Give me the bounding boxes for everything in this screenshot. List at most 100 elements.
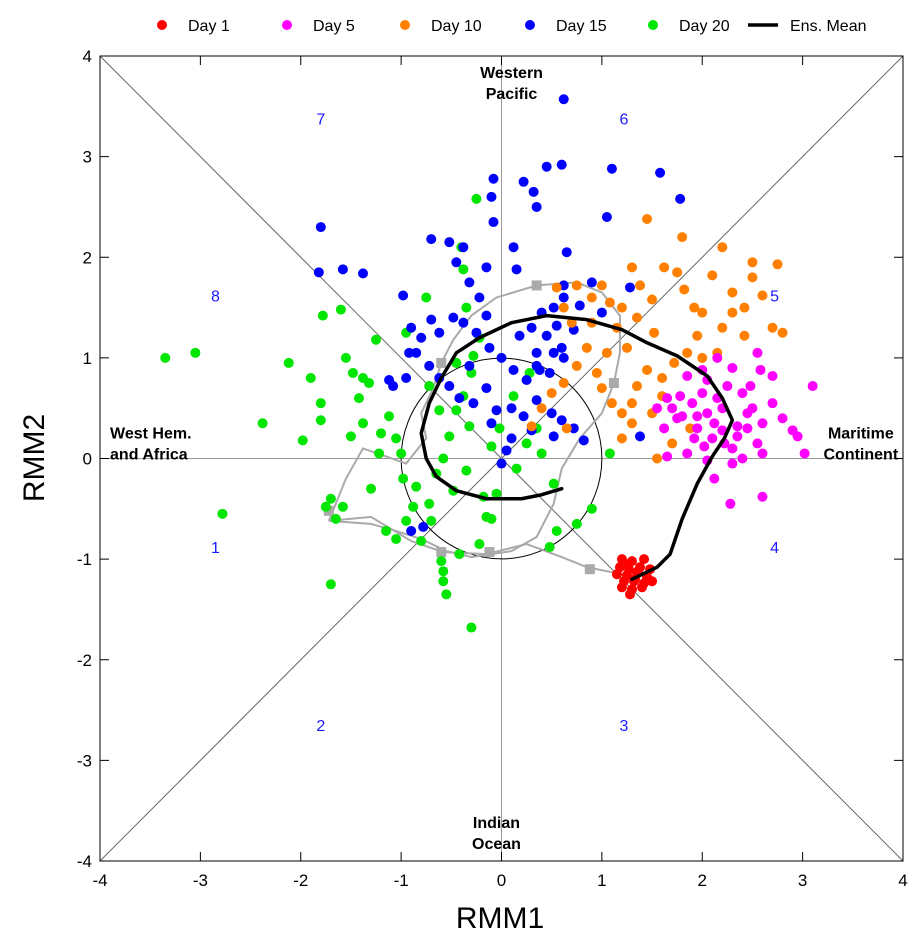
phase-label: 5: [770, 288, 779, 305]
day-10-point: [679, 284, 690, 295]
day-15-point: [556, 159, 567, 170]
day-20-point: [424, 381, 435, 392]
day-20-point: [345, 431, 356, 442]
day-15-point: [501, 445, 512, 456]
day-10-point: [772, 259, 783, 270]
day-15-point: [508, 242, 519, 253]
day-5-point: [732, 421, 743, 432]
day-20-point: [396, 448, 407, 459]
day-15-point: [601, 212, 612, 222]
day-20-point: [438, 453, 449, 464]
day-15-point: [548, 431, 559, 442]
legend-dot-swatch: [648, 20, 658, 30]
day-15-point: [458, 317, 469, 328]
day-15-point: [481, 383, 492, 394]
phase-label: 8: [211, 288, 220, 305]
day-5-point: [755, 364, 766, 375]
day-20-point: [257, 418, 268, 429]
day-15-point: [404, 347, 415, 358]
day-20-point: [283, 357, 294, 368]
y-tick-label: 2: [83, 248, 92, 267]
day-15-point: [488, 173, 499, 184]
region-label: Indian: [473, 815, 520, 832]
day-10-point: [717, 322, 728, 333]
day-10-point: [685, 423, 696, 434]
phase-label: 1: [211, 540, 220, 557]
day-5-point: [697, 388, 708, 399]
day-15-point: [388, 381, 399, 392]
day-20-point: [468, 350, 479, 361]
day-15-point: [518, 176, 529, 187]
day-15-point: [418, 521, 429, 532]
day-10-point: [626, 418, 637, 429]
day-5-point: [752, 347, 763, 358]
day-20-point: [401, 515, 412, 526]
day-5-point: [682, 448, 693, 459]
day-20-point: [571, 518, 582, 529]
day-15-point: [426, 314, 437, 325]
day-15-point: [528, 186, 539, 197]
legend: Day 1 Day 5 Day 10 Day 15 Day 20 Ens. Mean: [157, 18, 866, 35]
day-5-point: [742, 408, 753, 419]
day-20-point: [376, 428, 387, 439]
day-1-point: [637, 582, 648, 593]
day-10-point: [566, 317, 577, 328]
day-20-point: [604, 448, 615, 459]
day-1-point: [620, 559, 631, 570]
day-5-point: [767, 370, 778, 381]
day-15-point: [496, 352, 507, 363]
day-15-point: [444, 237, 455, 248]
day-15-point: [556, 415, 567, 426]
day-15-point: [526, 322, 537, 333]
day-10-point: [642, 364, 653, 375]
day-15-point: [406, 322, 417, 333]
region-label: Maritime: [828, 425, 894, 442]
observed-track: [323, 280, 623, 576]
x-tick-label: -3: [193, 871, 208, 890]
day-20-point: [340, 352, 351, 363]
day-15-point: [401, 373, 412, 383]
day-20-point: [217, 508, 228, 519]
day-10-point: [767, 322, 778, 333]
day-5-point: [692, 423, 703, 434]
day-5-point: [737, 453, 748, 464]
day-10-point: [626, 398, 637, 409]
day-20-point: [330, 513, 341, 524]
day-5-point: [732, 431, 743, 442]
day-15-point: [596, 307, 607, 318]
day-10-point: [649, 327, 660, 338]
day-15-point: [511, 264, 522, 275]
day-15-point: [586, 277, 597, 288]
day-5-point: [722, 381, 733, 392]
day-5-point: [682, 370, 693, 381]
day-20-point: [458, 264, 469, 275]
day-20-point: [374, 448, 385, 459]
day-10-point: [586, 292, 597, 303]
day-10-point: [551, 282, 562, 293]
day-5-point: [745, 381, 756, 392]
day-20-point: [451, 405, 462, 416]
day-10-point: [558, 378, 569, 389]
day-10-point: [747, 257, 758, 268]
day-10-point: [606, 398, 617, 409]
day-15-point: [471, 327, 482, 338]
day-10-point: [692, 330, 703, 341]
day-20-point: [434, 405, 445, 416]
day-15-point: [655, 167, 666, 178]
day-20-point: [160, 352, 171, 363]
day-5-point: [667, 403, 678, 414]
day-5-point: [727, 458, 738, 469]
legend-label: Day 1: [188, 18, 230, 35]
day-20-point: [424, 498, 435, 509]
day-20-point: [454, 549, 465, 560]
day-15-point: [474, 292, 485, 303]
day-10-point: [672, 267, 683, 278]
legend-label: Day 5: [313, 18, 355, 35]
day-10-point: [707, 270, 718, 281]
day-10-point: [727, 287, 738, 298]
day-10-point: [739, 302, 750, 313]
day-5-point: [799, 448, 810, 459]
y-tick-label: -4: [77, 852, 92, 871]
day-15-point: [434, 327, 445, 338]
day-20-point: [347, 367, 358, 378]
